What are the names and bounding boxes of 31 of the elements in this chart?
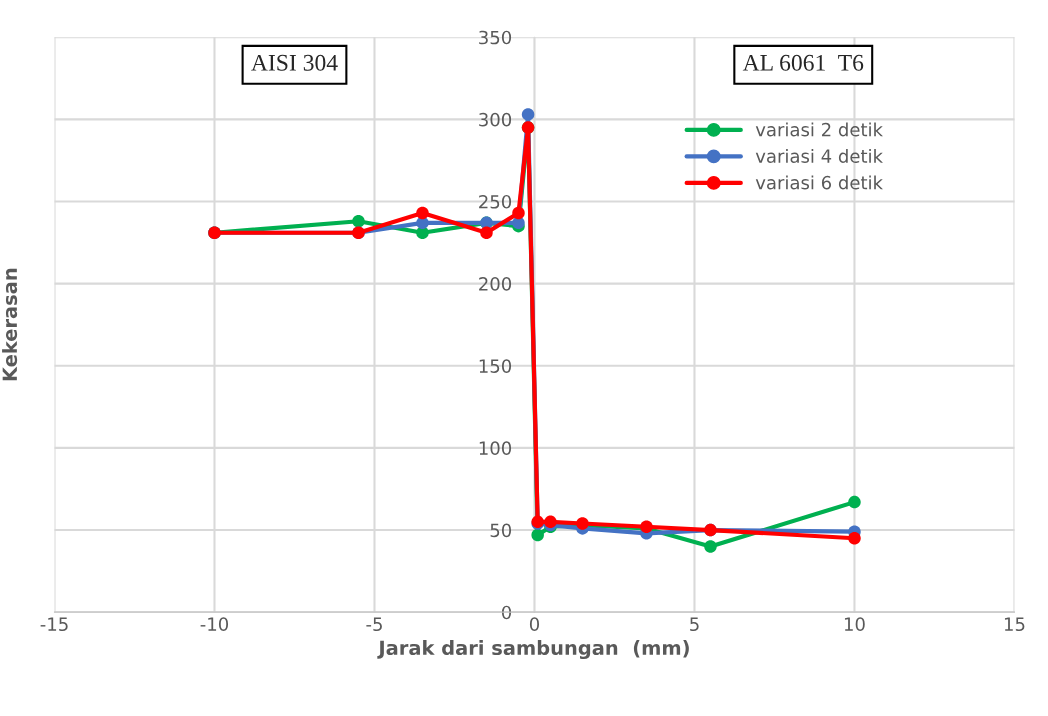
legend-label: variasi 6 detik bbox=[755, 175, 883, 190]
y-tick-label: 0 bbox=[501, 605, 512, 620]
y-axis-title: Kekerasan bbox=[2, 268, 18, 381]
y-tick-label: 250 bbox=[479, 194, 512, 209]
x-tick-label: -5 bbox=[366, 617, 382, 632]
point bbox=[352, 214, 365, 228]
x-axis-title: Jarak dari sambungan (mm) bbox=[377, 640, 689, 660]
point bbox=[416, 206, 429, 220]
x-tick-label: -10 bbox=[200, 617, 229, 632]
x-tick-label: 10 bbox=[844, 617, 865, 632]
point bbox=[512, 206, 525, 220]
point bbox=[480, 226, 493, 239]
x-tick-label: 5 bbox=[690, 617, 699, 632]
point bbox=[704, 540, 717, 553]
annotation: AL 6061 T6 bbox=[742, 54, 864, 71]
y-tick-label: 100 bbox=[479, 441, 512, 456]
annotation: AISI 304 bbox=[251, 54, 338, 71]
legend-label: variasi 2 detik bbox=[755, 122, 883, 137]
legend-label: variasi 4 detik bbox=[755, 148, 883, 163]
point bbox=[848, 532, 861, 545]
y-tick-label: 300 bbox=[479, 112, 512, 127]
y-tick-label: 350 bbox=[479, 30, 512, 45]
x-tick-label: 0 bbox=[529, 617, 540, 632]
y-tick-label: 150 bbox=[479, 359, 512, 373]
y-tick-label: 200 bbox=[479, 277, 512, 291]
point bbox=[531, 528, 544, 542]
y-tick-label: 50 bbox=[490, 523, 512, 538]
x-tick-label: 15 bbox=[1004, 617, 1025, 632]
point bbox=[521, 108, 535, 121]
point bbox=[848, 495, 861, 509]
x-tick-label: -15 bbox=[40, 617, 68, 632]
